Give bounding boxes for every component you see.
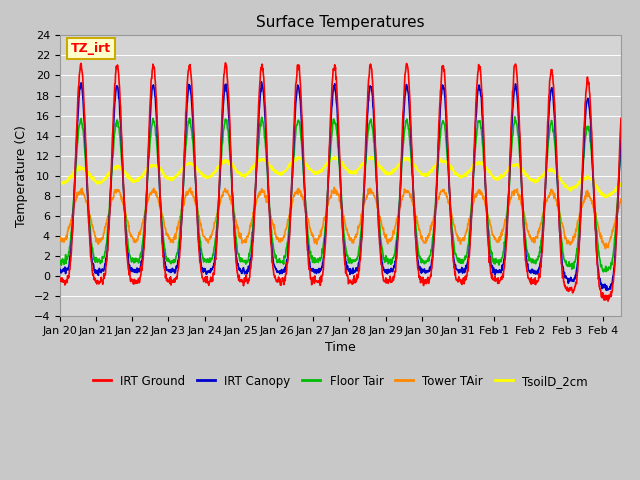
Y-axis label: Temperature (C): Temperature (C)	[15, 125, 28, 227]
Text: TZ_irt: TZ_irt	[71, 42, 111, 55]
Title: Surface Temperatures: Surface Temperatures	[256, 15, 425, 30]
Legend: IRT Ground, IRT Canopy, Floor Tair, Tower TAir, TsoilD_2cm: IRT Ground, IRT Canopy, Floor Tair, Towe…	[88, 370, 593, 392]
X-axis label: Time: Time	[325, 341, 356, 355]
